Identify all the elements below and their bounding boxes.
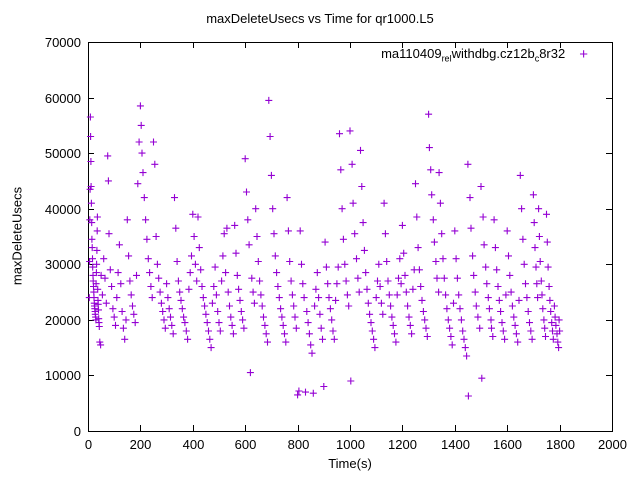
x-tick-label: 0 bbox=[85, 437, 92, 452]
scatter-points bbox=[85, 96, 564, 400]
x-tick-label: 200 bbox=[130, 437, 152, 452]
legend-label-segment: 8r32 bbox=[539, 46, 566, 61]
legend-label-segment: ma110409 bbox=[381, 46, 442, 61]
x-tick-label: 1000 bbox=[336, 437, 365, 452]
x-tick-label: 1200 bbox=[388, 437, 417, 452]
y-tick-label: 0 bbox=[74, 424, 81, 439]
y-tick-label: 10000 bbox=[45, 368, 81, 383]
x-axis-label: Time(s) bbox=[328, 456, 372, 471]
legend-label-segment: c bbox=[534, 53, 540, 64]
x-tick-label: 1800 bbox=[546, 437, 575, 452]
y-tick-label: 20000 bbox=[45, 313, 81, 328]
x-tick-label: 600 bbox=[235, 437, 257, 452]
axis-frame bbox=[88, 42, 613, 432]
y-tick-label: 50000 bbox=[45, 146, 81, 161]
x-tick-label: 1600 bbox=[493, 437, 522, 452]
chart-title: maxDeleteUsecs vs Time for qr1000.L5 bbox=[206, 11, 434, 26]
legend-label: ma110409relwithdbg.cz12bc8r32 bbox=[381, 46, 565, 64]
y-tick-label: 60000 bbox=[45, 91, 81, 106]
x-tick-label: 400 bbox=[183, 437, 205, 452]
legend: ma110409relwithdbg.cz12bc8r32 + bbox=[381, 46, 588, 64]
x-tick-label: 1400 bbox=[441, 437, 470, 452]
legend-label-segment: rel bbox=[441, 53, 452, 64]
legend-marker-plus-icon: + bbox=[579, 46, 588, 64]
y-tick-label: 40000 bbox=[45, 202, 81, 217]
x-tick-label: 800 bbox=[288, 437, 310, 452]
x-tick-label: 2000 bbox=[598, 437, 627, 452]
y-tick-label: 70000 bbox=[45, 35, 81, 50]
y-tick-label: 30000 bbox=[45, 257, 81, 272]
legend-label-segment: withdbg.cz12b bbox=[451, 46, 535, 61]
